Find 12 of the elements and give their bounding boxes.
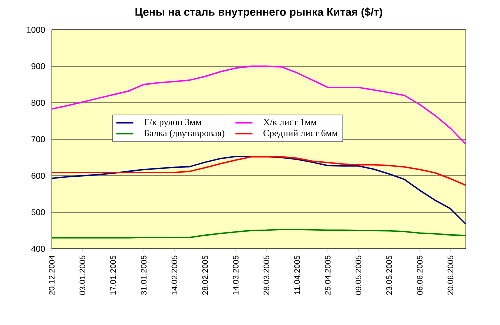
legend-label: Средний лист 6мм xyxy=(264,130,338,138)
legend-label: Г/к рулон 3мм xyxy=(144,119,202,128)
y-tick-label: 700 xyxy=(32,136,46,142)
legend-label: Х/к лист 1мм xyxy=(264,119,317,126)
legend-label: Балка (двутавровая) xyxy=(144,130,225,139)
chart-title: Цены на сталь внутреннего рынка Китая ($/т) xyxy=(136,8,382,18)
y-tick-label: 800 xyxy=(32,100,46,106)
y-tick-label: 400 xyxy=(32,246,46,252)
y-tick-label: 600 xyxy=(32,173,46,179)
y-tick-label: 500 xyxy=(32,210,46,216)
y-tick-label: 1000 xyxy=(27,27,46,33)
y-tick-label: 900 xyxy=(32,64,46,70)
